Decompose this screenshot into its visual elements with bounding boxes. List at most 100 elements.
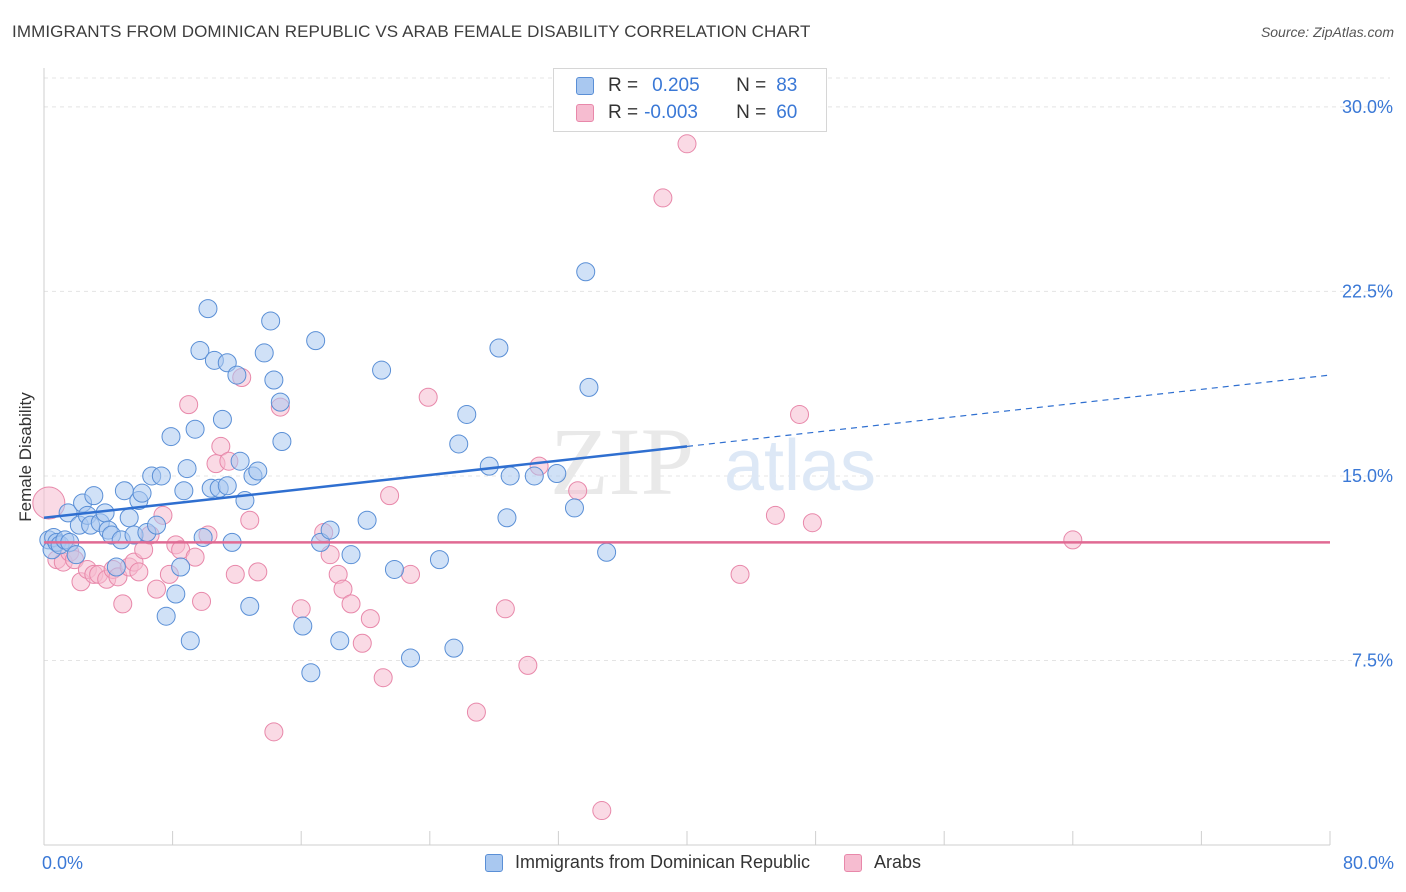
arab-point (248, 562, 268, 582)
legend-row-dominican: R = 0.205 N = 83 (576, 73, 797, 99)
arab-point (495, 599, 515, 619)
dominican-point (293, 616, 313, 636)
y-tick-label-2: 22.5% (1342, 281, 1393, 301)
arab-point (185, 547, 205, 567)
arab-point (32, 486, 66, 520)
arab-point (360, 609, 380, 629)
series-legend: Immigrants from Dominican Republic Arabs (0, 852, 1406, 873)
dominican-point (180, 631, 200, 651)
arab-point (192, 591, 212, 611)
legend-r-value: -0.003 (644, 102, 698, 123)
dominican-point (341, 545, 361, 565)
arab-point (373, 668, 393, 688)
arab-point (333, 579, 353, 599)
dominican-point (177, 459, 197, 479)
dominican-point (261, 311, 281, 331)
dominican-point (547, 463, 567, 483)
dominican-point (156, 606, 176, 626)
dominican-point (306, 331, 326, 351)
dominican-point (479, 456, 499, 476)
dominican-point (248, 461, 268, 481)
legend-n-value: 83 (776, 75, 798, 96)
legend-swatch-blue (576, 77, 594, 95)
dominican-point (193, 527, 213, 547)
dominican-point (301, 663, 321, 683)
arab-point (568, 481, 588, 501)
x-tick-label-max: 80.0% (1342, 853, 1394, 873)
dominican-point (500, 466, 520, 486)
dominican-point (66, 545, 86, 565)
arab-point (291, 599, 311, 619)
dominican-point (217, 476, 237, 496)
dominican-point (320, 520, 340, 540)
dominican-point (227, 365, 247, 385)
legend-r-label: R = (608, 75, 639, 96)
dominican-point (106, 557, 126, 577)
dominican-point (579, 377, 599, 397)
dominican-point (190, 340, 210, 360)
arab-point (802, 513, 822, 533)
axes (43, 68, 1331, 846)
legend-label-arabs: Arabs (874, 852, 922, 872)
dominican-point (497, 508, 517, 528)
dominican-point (147, 515, 167, 535)
arab-point (677, 134, 697, 154)
dominican-point (449, 434, 469, 454)
arab-point (790, 404, 810, 424)
dominican-point (272, 432, 292, 452)
source-label: Source: ZipAtlas.com (1260, 24, 1394, 40)
dominican-point (489, 338, 509, 358)
legend-row-arabs: R = -0.003 N = 60 (576, 100, 797, 126)
dominican-point (429, 550, 449, 570)
y-tick-label-1: 15.0% (1342, 466, 1393, 486)
arab-point (380, 486, 400, 506)
legend-label-dominican: Immigrants from Dominican Republic (514, 852, 811, 872)
dominican-point (457, 404, 477, 424)
dominican-point (270, 392, 290, 412)
dominican-point (212, 409, 232, 429)
legend-swatch-pink (576, 104, 594, 122)
dominican-point (357, 510, 377, 530)
arab-point (730, 564, 750, 584)
arab-point (592, 801, 612, 821)
arab-point (225, 564, 245, 584)
dominican-trend-dashed (686, 374, 1331, 448)
arab-point (518, 655, 538, 675)
legend-n-label: N = (736, 102, 767, 123)
arab-point (418, 387, 438, 407)
arab-point (113, 594, 133, 614)
arab-point (401, 564, 421, 584)
dominican-trend-solid (43, 445, 688, 520)
arab-point (211, 436, 231, 456)
dominican-point (84, 486, 104, 506)
arab-point (765, 505, 785, 525)
dominican-point (171, 557, 191, 577)
legend-n-value: 60 (776, 102, 798, 123)
legend-n-label: N = (736, 75, 767, 96)
dominican-point (444, 638, 464, 658)
legend-r-value: 0.205 (652, 75, 700, 96)
chart-title: IMMIGRANTS FROM DOMINICAN REPUBLIC VS AR… (12, 22, 811, 41)
arab-point (466, 702, 486, 722)
y-axis-label: Female Disability (16, 392, 35, 522)
trend-lines (43, 374, 1331, 544)
arab-point (352, 633, 372, 653)
y-tick-labels: 7.5% 15.0% 22.5% 30.0% (1342, 97, 1393, 671)
dominican-point (119, 508, 139, 528)
dominican-point (254, 343, 274, 363)
dominican-point (401, 648, 421, 668)
arab-point (341, 594, 361, 614)
dominican-point (198, 299, 218, 319)
y-tick-label-3: 30.0% (1342, 97, 1393, 117)
y-tick-label-0: 7.5% (1352, 650, 1393, 670)
arab-point (264, 722, 284, 742)
dominican-point (151, 466, 171, 486)
legend-item-dominican[interactable]: Immigrants from Dominican Republic (484, 852, 811, 873)
dominican-point (330, 631, 350, 651)
legend-item-arabs[interactable]: Arabs (844, 852, 921, 873)
dominican-point (576, 262, 596, 282)
x-tick-label-min: 0.0% (42, 853, 84, 873)
dominican-point (161, 427, 181, 447)
arab-point (147, 579, 167, 599)
dominican-point (372, 360, 392, 380)
